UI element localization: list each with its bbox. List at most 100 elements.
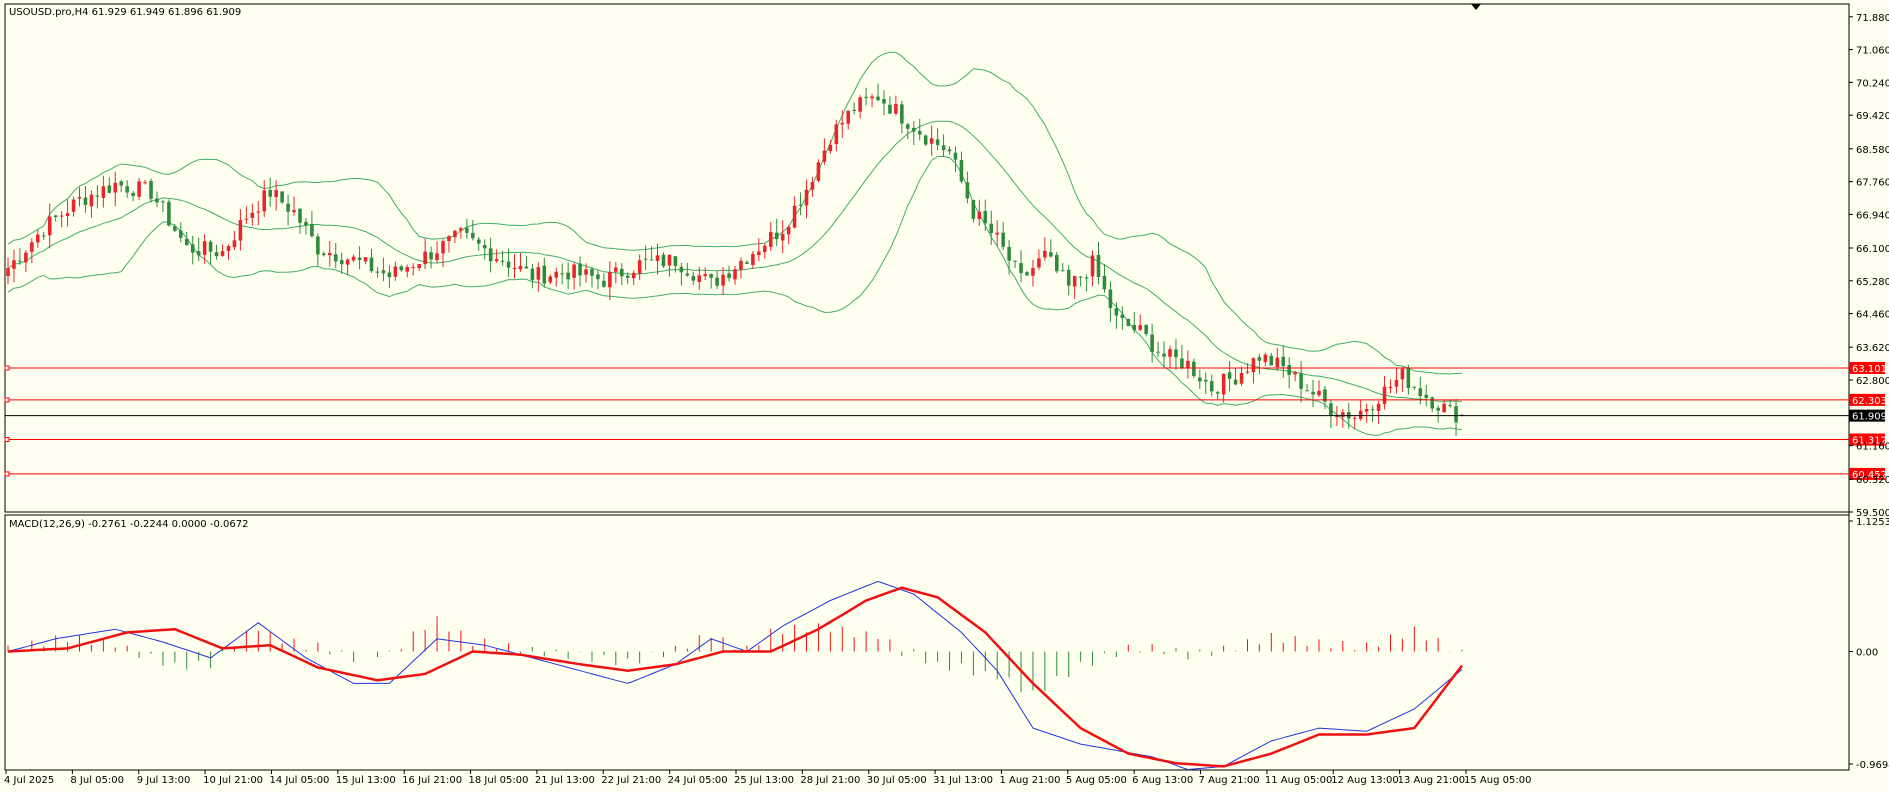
candle-body [298,208,302,223]
candle-body [339,260,344,265]
candle-body [858,97,862,112]
time-tick-label: 11 Aug 05:00 [1265,775,1332,786]
candle-body [250,212,255,218]
candle-body [780,234,785,241]
candle-body [190,244,195,253]
candle-body [459,228,463,231]
candle-body [1019,263,1023,274]
candle-body [876,96,880,101]
candle-body [1180,358,1184,369]
candle-body [131,192,135,197]
chart-shift-marker-icon[interactable] [1471,4,1481,10]
candle-body [900,104,904,124]
candle-body [214,252,219,257]
candle-body [637,260,642,274]
candle-body [244,218,249,220]
candle-body [1287,365,1291,375]
candle-body [12,260,16,269]
candle-body [232,240,237,248]
macd-tick-label: 1.1253 [1856,517,1889,528]
bollinger-lower-band [7,155,1463,436]
candle-body [1192,361,1196,376]
candle-body [888,104,892,114]
price-tick-label: 64.460 [1856,310,1889,321]
candle-body [149,180,153,199]
candle-body [1096,254,1101,278]
candle-body [1174,349,1178,358]
candle-body [1126,318,1131,326]
candle-body [71,199,76,212]
candle-body [179,230,183,238]
candle-body [536,267,541,280]
time-tick-label: 25 Jul 13:00 [734,775,794,786]
candle-body [155,198,159,203]
candle-body [53,215,58,218]
price-tick-label: 63.620 [1856,343,1889,354]
candle-body [1364,409,1369,412]
level-anchor-handle[interactable] [4,397,10,403]
candle-body [441,241,445,254]
candle-body [1078,276,1083,278]
candle-body [77,197,82,199]
candle-body [733,269,737,280]
candle-body [1084,277,1089,279]
candle-body [810,182,815,190]
candle-body [1436,407,1440,411]
candle-body [226,246,231,251]
price-tick-label: 70.240 [1856,78,1889,89]
candle-body [375,271,380,273]
candle-body [584,269,588,275]
candle-body [1317,390,1321,396]
candle-body [911,127,916,132]
candle-body [24,252,28,263]
candle-body [1341,412,1345,417]
candle-body [36,234,40,243]
candle-body [679,266,684,273]
candle-body [1430,397,1434,409]
candle-body [763,245,767,253]
candle-body [351,256,356,261]
candle-body [1293,372,1297,375]
candle-body [1108,289,1113,308]
candle-body [89,194,94,207]
candle-body [655,255,660,261]
candle-body [816,162,821,181]
candle-body [798,204,803,206]
level-price-label: 60.452 [1852,470,1887,481]
candle-body [1090,255,1095,277]
candle-body [322,253,326,255]
candle-body [101,186,106,198]
candle-body [1323,389,1327,402]
candle-body [1424,394,1429,398]
level-anchor-handle[interactable] [4,437,10,443]
time-tick-label: 18 Jul 05:00 [469,775,529,786]
candle-body [929,138,934,144]
candle-body [1203,379,1208,382]
candle-body [83,197,88,205]
level-anchor-handle[interactable] [4,471,10,477]
chart-title: USOUSD.pro,H4 61.929 61.949 61.896 61.90… [9,7,241,18]
candle-body [906,124,910,129]
time-tick-label: 4 Jul 2025 [4,775,54,786]
candle-body [1001,232,1005,247]
candle-body [196,251,201,256]
price-tick-label: 67.760 [1856,178,1889,189]
candle-body [447,236,451,241]
candle-body [935,139,940,146]
candle-body [1239,372,1244,384]
current-price-tag [1849,409,1885,422]
price-tick-label: 68.580 [1856,145,1889,156]
time-tick-label: 12 Aug 13:00 [1331,775,1398,786]
macd-indicator [7,580,1463,771]
time-tick-label: 1 Aug 21:00 [999,775,1060,786]
horizontal-levels[interactable]: 63.101 62.303 61.312 60.452 61.909 [4,361,1887,481]
level-anchor-handle[interactable] [4,365,10,371]
time-tick-label: 15 Jul 13:00 [336,775,396,786]
candle-body [852,109,856,111]
candle-body [274,190,278,198]
candle-body [1072,276,1077,287]
price-tick-label: 66.940 [1856,210,1889,221]
candle-body [840,122,845,125]
